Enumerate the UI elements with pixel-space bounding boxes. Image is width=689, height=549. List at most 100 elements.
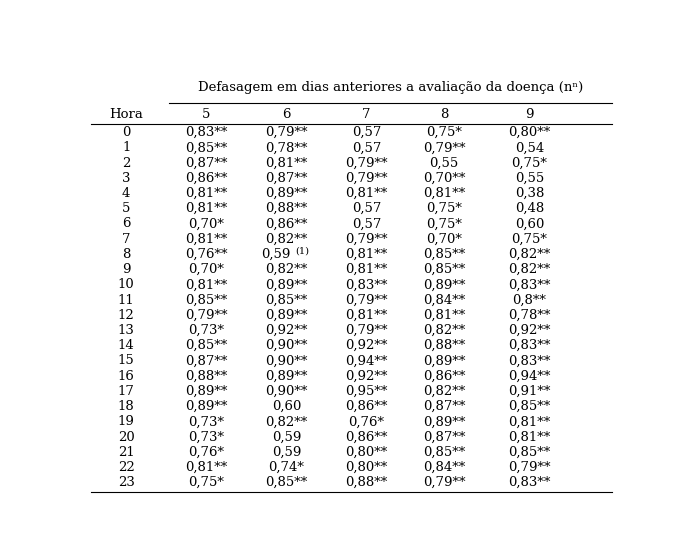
Text: 17: 17 (118, 385, 134, 398)
Text: 10: 10 (118, 278, 134, 292)
Text: 0,89**: 0,89** (422, 416, 465, 428)
Text: 0,81**: 0,81** (345, 263, 388, 276)
Text: 0,79**: 0,79** (422, 142, 465, 154)
Text: Defasagem em dias anteriores a avaliação da doença (nⁿ): Defasagem em dias anteriores a avaliação… (198, 81, 583, 94)
Text: 0,80**: 0,80** (345, 446, 388, 459)
Text: 0,89**: 0,89** (265, 309, 307, 322)
Text: 8: 8 (122, 248, 130, 261)
Text: 9: 9 (122, 263, 130, 276)
Text: 0,81**: 0,81** (345, 187, 388, 200)
Text: 0,70*: 0,70* (188, 263, 224, 276)
Text: 0,89**: 0,89** (185, 385, 227, 398)
Text: 19: 19 (118, 416, 134, 428)
Text: 9: 9 (525, 108, 533, 121)
Text: 0,60: 0,60 (515, 217, 544, 231)
Text: 0: 0 (122, 126, 130, 139)
Text: 0,85**: 0,85** (508, 446, 551, 459)
Text: 0,85**: 0,85** (423, 263, 465, 276)
Text: 0,87**: 0,87** (265, 172, 307, 185)
Text: 0,89**: 0,89** (422, 355, 465, 367)
Text: 0,79**: 0,79** (345, 294, 388, 306)
Text: (1): (1) (296, 246, 309, 255)
Text: 0,70**: 0,70** (422, 172, 465, 185)
Text: 0,80**: 0,80** (508, 126, 551, 139)
Text: 0,88**: 0,88** (423, 339, 465, 352)
Text: 0,81**: 0,81** (185, 278, 227, 292)
Text: 0,81**: 0,81** (185, 202, 227, 215)
Text: 6: 6 (282, 108, 291, 121)
Text: 2: 2 (122, 156, 130, 170)
Text: 0,85**: 0,85** (508, 400, 551, 413)
Text: 0,87**: 0,87** (422, 430, 465, 444)
Text: 0,76**: 0,76** (185, 248, 227, 261)
Text: Hora: Hora (110, 108, 143, 121)
Text: 11: 11 (118, 294, 134, 306)
Text: 4: 4 (122, 187, 130, 200)
Text: 8: 8 (440, 108, 448, 121)
Text: 0,78**: 0,78** (265, 142, 307, 154)
Text: 0,75*: 0,75* (188, 476, 224, 489)
Text: 0,85**: 0,85** (185, 294, 227, 306)
Text: 0,82**: 0,82** (508, 263, 551, 276)
Text: 0,79**: 0,79** (345, 233, 388, 246)
Text: 0,75*: 0,75* (426, 202, 462, 215)
Text: 0,81**: 0,81** (423, 309, 465, 322)
Text: 0,81**: 0,81** (508, 416, 551, 428)
Text: 0,54: 0,54 (515, 142, 544, 154)
Text: 0,75*: 0,75* (426, 126, 462, 139)
Text: 0,85**: 0,85** (185, 339, 227, 352)
Text: 0,94**: 0,94** (508, 369, 551, 383)
Text: 0,82**: 0,82** (265, 233, 307, 246)
Text: 0,95**: 0,95** (345, 385, 388, 398)
Text: 0,87**: 0,87** (185, 355, 227, 367)
Text: 7: 7 (122, 233, 130, 246)
Text: 0,83**: 0,83** (508, 476, 551, 489)
Text: 0,87**: 0,87** (422, 400, 465, 413)
Text: 0,82**: 0,82** (423, 385, 465, 398)
Text: 6: 6 (122, 217, 130, 231)
Text: 0,92**: 0,92** (265, 324, 307, 337)
Text: 5: 5 (122, 202, 130, 215)
Text: 0,73*: 0,73* (188, 324, 224, 337)
Text: 0,86**: 0,86** (185, 172, 227, 185)
Text: 3: 3 (122, 172, 130, 185)
Text: 0,81**: 0,81** (345, 309, 388, 322)
Text: 0,82**: 0,82** (265, 263, 307, 276)
Text: 0,79**: 0,79** (265, 126, 307, 139)
Text: 0,8**: 0,8** (513, 294, 546, 306)
Text: 0,88**: 0,88** (345, 476, 388, 489)
Text: 0,79**: 0,79** (422, 476, 465, 489)
Text: 0,38: 0,38 (515, 187, 544, 200)
Text: 0,79**: 0,79** (345, 324, 388, 337)
Text: 0,86**: 0,86** (345, 430, 388, 444)
Text: 0,85**: 0,85** (265, 294, 307, 306)
Text: 13: 13 (118, 324, 134, 337)
Text: 0,81**: 0,81** (185, 461, 227, 474)
Text: 0,75*: 0,75* (511, 233, 547, 246)
Text: 0,85**: 0,85** (185, 142, 227, 154)
Text: 0,86**: 0,86** (422, 369, 465, 383)
Text: 0,86**: 0,86** (345, 400, 388, 413)
Text: 0,55: 0,55 (515, 172, 544, 185)
Text: 0,79**: 0,79** (508, 461, 551, 474)
Text: 0,91**: 0,91** (508, 385, 551, 398)
Text: 0,85**: 0,85** (265, 476, 307, 489)
Text: 16: 16 (118, 369, 134, 383)
Text: 18: 18 (118, 400, 134, 413)
Text: 1: 1 (122, 142, 130, 154)
Text: 0,82**: 0,82** (265, 416, 307, 428)
Text: 0,79**: 0,79** (185, 309, 227, 322)
Text: 0,82**: 0,82** (423, 324, 465, 337)
Text: 0,73*: 0,73* (188, 416, 224, 428)
Text: 0,80**: 0,80** (345, 461, 388, 474)
Text: 0,89**: 0,89** (265, 187, 307, 200)
Text: 23: 23 (118, 476, 134, 489)
Text: 0,85**: 0,85** (423, 446, 465, 459)
Text: 0,81**: 0,81** (508, 430, 551, 444)
Text: 0,82**: 0,82** (508, 248, 551, 261)
Text: 0,92**: 0,92** (345, 339, 388, 352)
Text: 0,83**: 0,83** (185, 126, 227, 139)
Text: 0,57: 0,57 (352, 142, 381, 154)
Text: 0,90**: 0,90** (265, 385, 307, 398)
Text: 0,60: 0,60 (271, 400, 301, 413)
